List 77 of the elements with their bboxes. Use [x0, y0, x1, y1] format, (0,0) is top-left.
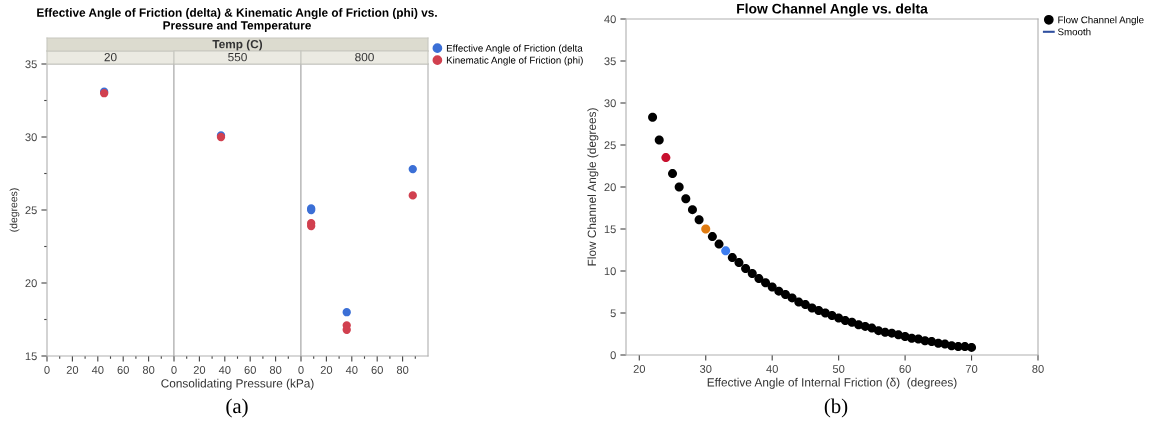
point — [967, 342, 977, 352]
x-tick-label: 20 — [66, 366, 79, 374]
point — [661, 153, 671, 163]
y-tick-label: 15 — [604, 225, 616, 234]
point — [754, 274, 764, 284]
y-tick-label: 30 — [25, 133, 37, 142]
x-tick-label: 0 — [44, 366, 50, 374]
x-tick-label: 80 — [396, 366, 409, 374]
point — [747, 269, 757, 279]
y-tick-label: 20 — [604, 183, 616, 192]
point — [654, 135, 664, 145]
point — [408, 164, 417, 174]
x-axis-title: Effective Angle of Internal Friction (δ) (degrees) — [707, 377, 957, 389]
x-tick-label: 70 — [965, 365, 978, 373]
x-tick-label: 80 — [269, 366, 282, 374]
point — [342, 308, 351, 317]
x-tick-label: 60 — [371, 366, 383, 374]
point — [408, 191, 417, 200]
x-tick-label: 30 — [699, 365, 712, 373]
point — [800, 300, 810, 310]
x-tick-label: 40 — [218, 366, 231, 374]
x-tick-label: 80 — [1032, 365, 1044, 373]
chart-title: 550 — [228, 52, 247, 62]
y-tick-label: 15 — [25, 352, 37, 361]
x-tick-label: 40 — [345, 366, 358, 374]
y-axis-title: (degrees) — [9, 188, 20, 232]
point — [761, 278, 771, 288]
legend-label: Kinematic Angle of Friction (phi) — [446, 56, 583, 66]
point — [734, 258, 744, 268]
x-tick-label: 40 — [766, 365, 778, 373]
x-tick-label: 40 — [91, 366, 104, 374]
x-tick-label: 50 — [832, 365, 845, 373]
y-tick-label: 25 — [25, 206, 37, 215]
x-tick-label: 20 — [633, 365, 646, 373]
y-tick-label: 5 — [610, 309, 616, 318]
y-tick-label: 25 — [604, 141, 616, 150]
point — [727, 253, 737, 263]
text: Temp (C) — [212, 39, 263, 51]
y-tick-label: 10 — [604, 267, 616, 276]
point — [687, 205, 697, 215]
point — [648, 112, 658, 122]
point — [741, 263, 751, 273]
x-tick-label: 0 — [171, 366, 177, 374]
chart-title: Flow Channel Angle vs. delta — [737, 3, 928, 17]
text: (b) — [824, 398, 848, 418]
text: (a) — [226, 398, 248, 418]
y-tick-label: 20 — [25, 279, 37, 288]
point — [681, 194, 691, 204]
y-tick-label: 40 — [604, 15, 616, 24]
point — [787, 293, 797, 303]
x-tick-label: 20 — [193, 366, 206, 374]
legend-label: Effective Angle of Friction (delta — [446, 44, 583, 54]
x-tick-label: 60 — [117, 366, 129, 374]
point — [701, 224, 711, 234]
text: Effective Angle of Friction (delta) & Kinematic Angle of Friction (phi) vs. Pressure and Temperature — [37, 8, 437, 32]
y-tick-label: 30 — [604, 99, 616, 108]
x-tick-label: 80 — [142, 366, 155, 374]
chart-title: 800 — [355, 52, 374, 62]
point — [814, 305, 824, 315]
x-tick-label: 0 — [298, 366, 304, 374]
x-axis-title: Consolidating Pressure (kPa) — [161, 378, 314, 390]
point — [694, 215, 704, 225]
y-tick-label: 0 — [610, 351, 616, 360]
point — [668, 169, 678, 179]
x-tick-label: 60 — [244, 366, 256, 374]
x-tick-label: 60 — [899, 365, 911, 373]
y-tick-label: 35 — [604, 57, 616, 66]
legend-label: Flow Channel Angle — [1058, 16, 1144, 26]
point — [714, 239, 724, 249]
point — [707, 232, 717, 242]
point — [674, 182, 684, 192]
chart-title: 20 — [104, 52, 117, 62]
y-tick-label: 35 — [25, 60, 37, 69]
legend-label: Smooth — [1058, 28, 1091, 36]
x-tick-label: 20 — [320, 366, 333, 374]
y-axis-title: Flow Channel Angle (degrees) — [587, 108, 599, 266]
point — [721, 246, 731, 256]
